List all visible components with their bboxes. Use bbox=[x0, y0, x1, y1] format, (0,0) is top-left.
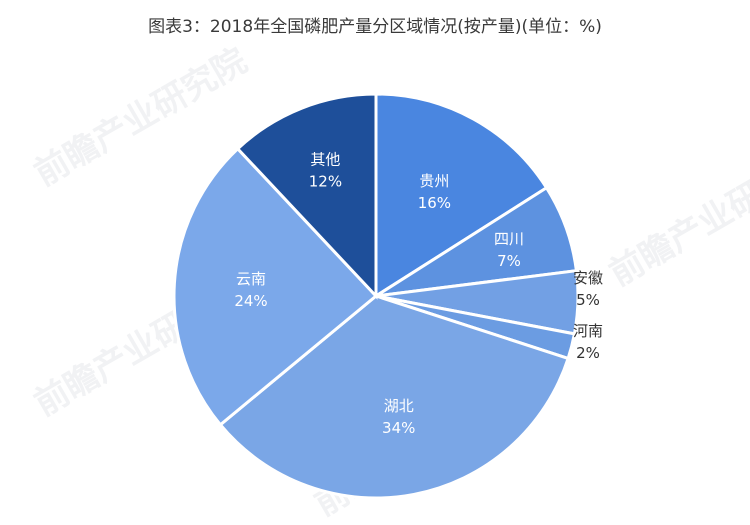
slice-category-label: 贵州 bbox=[419, 172, 449, 190]
pie-slice bbox=[374, 92, 549, 299]
slice-value-label: 34% bbox=[382, 419, 415, 437]
pie-slice bbox=[218, 294, 571, 500]
slice-category-label: 河南 bbox=[573, 322, 603, 340]
pie-slice bbox=[172, 146, 379, 427]
pie-slice bbox=[235, 92, 378, 300]
slice-value-label: 7% bbox=[497, 252, 521, 270]
slice-category-label: 安徽 bbox=[573, 269, 603, 287]
slice-value-label: 2% bbox=[576, 344, 600, 362]
slice-value-label: 24% bbox=[234, 292, 267, 310]
slice-category-label: 四川 bbox=[494, 230, 524, 248]
slice-value-label: 5% bbox=[576, 291, 600, 309]
slice-value-label: 16% bbox=[418, 194, 451, 212]
slice-value-label: 12% bbox=[309, 172, 342, 190]
chart-title: 图表3：2018年全国磷肥产量分区域情况(按产量)(单位：%) bbox=[148, 17, 602, 37]
pie-chart: 贵州 16% 四川 7% 安徽 5% 河南 2% 湖北 34% 云南 24% 其他 12% bbox=[172, 92, 603, 500]
slice-category-label: 其他 bbox=[310, 150, 340, 168]
slice-category-label: 云南 bbox=[236, 270, 266, 288]
slice-category-label: 湖北 bbox=[384, 397, 414, 415]
